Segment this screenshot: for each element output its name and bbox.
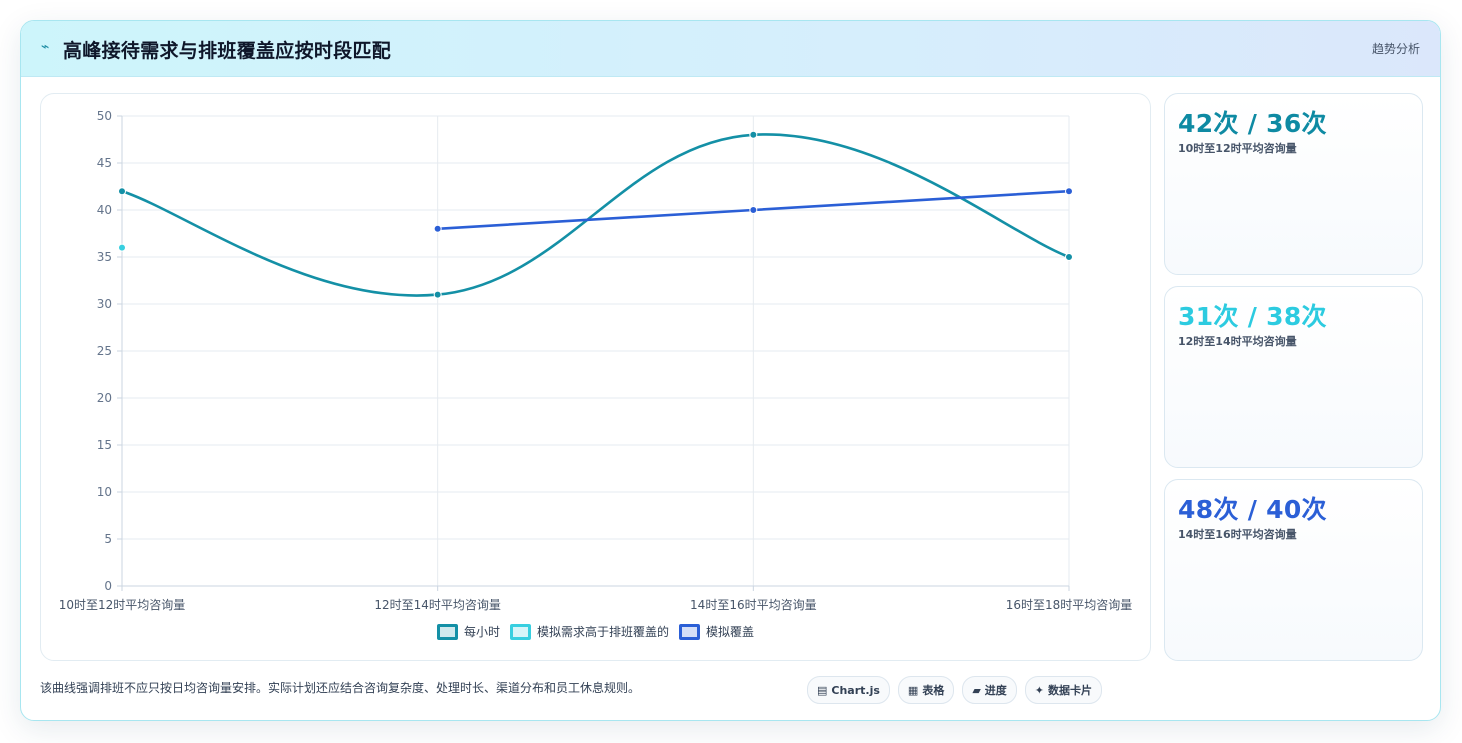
data-point-series-1 xyxy=(118,243,126,252)
stat-card-14-16: 48次 / 40次 14时至16时平均咨询量 xyxy=(1164,479,1423,661)
data-point-series-0 xyxy=(433,290,442,299)
legend-label: 模拟覆盖 xyxy=(706,625,755,639)
stat-label: 12时至14时平均咨询量 xyxy=(1178,335,1297,348)
data-point-series-0 xyxy=(118,187,126,196)
legend-label: 每小时 xyxy=(463,625,500,639)
data-point-series-2 xyxy=(1065,187,1073,196)
chart-legend: 每小时 模拟需求高于排班覆盖的 模拟覆盖 xyxy=(41,623,1150,640)
y-tick-label: 30 xyxy=(97,297,112,311)
x-tick-label: 10时至12时平均咨询量 xyxy=(59,597,186,612)
stat-label: 10时至12时平均咨询量 xyxy=(1178,142,1297,155)
y-tick-label: 50 xyxy=(97,109,112,123)
legend-item-1[interactable]: 模拟需求高于排班覆盖的 xyxy=(509,623,669,640)
legend-label: 模拟需求高于排班覆盖的 xyxy=(536,625,669,639)
stat-label: 14时至16时平均咨询量 xyxy=(1178,528,1297,541)
data-point-series-0 xyxy=(1065,253,1073,261)
series-line-0 xyxy=(121,133,1070,297)
chart-panel: 0 5 10 15 20 25 30 35 40 45 50 10时至12时平均咨询量 12时至14时平… xyxy=(40,93,1151,661)
stat-card-12-14: 31次 / 38次 12时至14时平均咨询量 xyxy=(1164,286,1423,468)
tag-progress[interactable]: ▰ 进度 xyxy=(962,676,1017,704)
x-tick-label: 12时至14时平均咨询量 xyxy=(374,597,501,612)
card-icon: ✦ xyxy=(1034,683,1045,697)
data-point-series-2 xyxy=(749,206,758,214)
data-point-series-2 xyxy=(433,224,442,233)
tag-data-card[interactable]: ✦ 数据卡片 xyxy=(1024,676,1103,704)
table-icon: ▦ xyxy=(907,683,919,697)
card-title: 高峰接待需求与排班覆盖应按时段匹配 xyxy=(63,40,392,62)
legend-swatch xyxy=(509,623,531,640)
stat-value: 42次 / 36次 xyxy=(1178,109,1327,138)
legend-swatch xyxy=(679,623,700,640)
y-tick-label: 45 xyxy=(97,156,112,170)
y-tick-label: 20 xyxy=(97,391,112,405)
legend-item-0[interactable]: 每小时 xyxy=(436,623,500,640)
line-chart: 0 5 10 15 20 25 30 35 40 45 50 10时至12时平均咨询量 12时至14时平… xyxy=(59,109,1133,612)
y-tick-label: 40 xyxy=(97,203,112,217)
stat-card-10-12: 42次 / 36次 10时至12时平均咨询量 xyxy=(1164,93,1423,275)
tag-label: 数据卡片 xyxy=(1048,684,1093,697)
analysis-badge: 趋势分析 xyxy=(1371,42,1420,56)
data-point-series-0 xyxy=(749,130,758,139)
tag-label: 进度 xyxy=(984,684,1007,697)
footer-tags: ▤ Chart.js ▦ 表格 ▰ 进度 ✦ 数据卡片 xyxy=(807,676,1103,704)
stat-value: 31次 / 38次 xyxy=(1178,302,1327,331)
y-tick-label: 5 xyxy=(104,532,112,546)
tag-label: 表格 xyxy=(922,684,945,697)
footer-note: 该曲线强调排班不应只按日均咨询量安排。实际计划还应结合咨询复杂度、处理时长、渠道… xyxy=(40,681,641,695)
tag-label: Chart.js xyxy=(831,683,880,697)
y-tick-label: 15 xyxy=(97,438,112,452)
tag-chartjs[interactable]: ▤ Chart.js xyxy=(807,676,890,704)
y-tick-label: 35 xyxy=(97,250,112,264)
card-header: ⌁ 高峰接待需求与排班覆盖应按时段匹配 趋势分析 xyxy=(21,21,1440,77)
stat-value: 48次 / 40次 xyxy=(1178,495,1327,524)
x-tick-label: 14时至16时平均咨询量 xyxy=(690,597,817,612)
x-tick-label: 16时至18时平均咨询量 xyxy=(1006,597,1133,612)
y-tick-label: 10 xyxy=(97,485,112,499)
trend-card: ⌁ 高峰接待需求与排班覆盖应按时段匹配 趋势分析 0 5 10 15 20 25 30 35 4… xyxy=(20,20,1441,721)
legend-swatch xyxy=(436,623,458,640)
progress-icon: ▰ xyxy=(972,683,981,697)
tag-table[interactable]: ▦ 表格 xyxy=(897,676,955,704)
y-tick-label: 0 xyxy=(104,579,112,593)
chart-icon: ▤ xyxy=(817,683,828,697)
y-tick-label: 25 xyxy=(97,344,112,358)
legend-item-2[interactable]: 模拟覆盖 xyxy=(679,623,754,640)
trend-icon: ⌁ xyxy=(41,39,50,55)
